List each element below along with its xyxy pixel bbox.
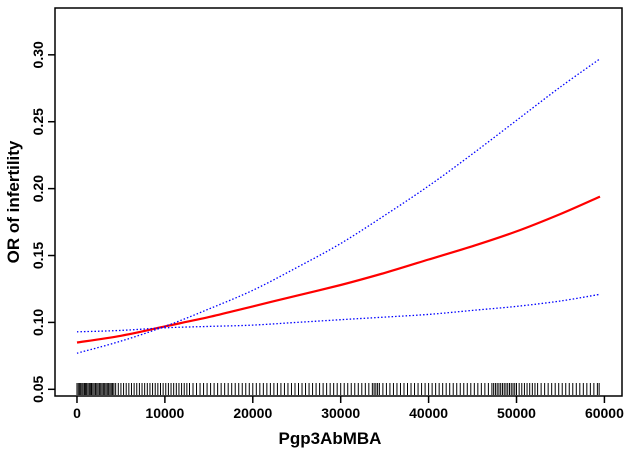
x-axis: 0 10000 20000 30000 40000 50000 60000 (73, 396, 624, 421)
estimate-line (76, 195, 601, 344)
x-tick-label: 50000 (497, 405, 536, 421)
x-tick-label: 30000 (321, 405, 360, 421)
x-tick-label: 20000 (233, 405, 272, 421)
y-tick-label: 0.30 (30, 41, 46, 68)
plot-frame (54, 7, 623, 397)
lower-ci-line (76, 58, 601, 354)
y-axis: 0.05 0.10 0.15 0.20 0.25 0.30 (30, 41, 55, 403)
x-tick-label: 60000 (585, 405, 624, 421)
series-lines (76, 58, 601, 354)
y-axis-title: OR of infertility (4, 140, 23, 263)
y-tick-label: 0.05 (30, 375, 46, 402)
y-tick-label: 0.20 (30, 175, 46, 202)
x-tick-label: 40000 (409, 405, 448, 421)
y-tick-label: 0.10 (30, 309, 46, 336)
y-tick-label: 0.15 (30, 242, 46, 269)
x-axis-title: Pgp3AbMBA (279, 429, 382, 448)
rug-plot (76, 383, 600, 395)
x-tick-label: 10000 (145, 405, 184, 421)
x-tick-label: 0 (73, 405, 81, 421)
upper-ci-line (76, 293, 601, 333)
y-tick-label: 0.25 (30, 108, 46, 135)
